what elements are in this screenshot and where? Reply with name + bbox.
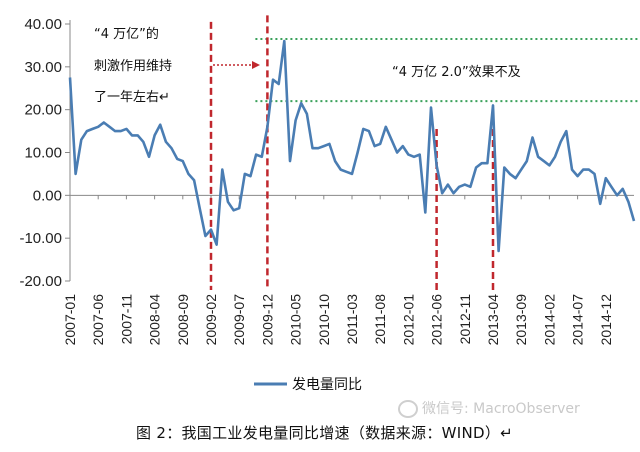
legend: 发电量同比 (254, 377, 362, 393)
x-tick-label: 2007-06 (90, 294, 106, 346)
y-tick-label: 10.00 (24, 145, 62, 162)
x-tick-label: 2011-08 (372, 294, 388, 345)
x-tick-label: 2007-01 (62, 294, 78, 346)
legend-label: 发电量同比 (292, 377, 362, 393)
annotation-line-2: 刺激作用维持 (94, 59, 172, 74)
wechat-icon (398, 400, 418, 418)
x-tick-label: 2011-03 (344, 294, 360, 345)
watermark-text: 微信号: MacroObserver (422, 401, 580, 417)
x-tick-label: 2009-02 (203, 294, 219, 346)
x-tick-label: 2012-06 (429, 294, 445, 346)
x-tick-label: 2013-04 (485, 294, 501, 346)
y-tick-label: -20.00 (19, 273, 62, 290)
x-tick-label: 2010-05 (288, 294, 304, 346)
x-tick-label: 2014-02 (541, 294, 557, 346)
watermark: 微信号: MacroObserver (398, 398, 580, 418)
x-tick-label: 2009-07 (231, 294, 247, 346)
y-tick-label: 0.00 (33, 187, 62, 204)
annotations: “4 万亿”的 刺激作用维持 了一年左右↵ “4 万亿 2.0”效果不及 (94, 26, 521, 105)
annotation-2-0: “4 万亿 2.0”效果不及 (392, 65, 521, 80)
x-tick-label: 2013-09 (513, 294, 529, 346)
series (68, 39, 636, 253)
x-tick-label: 2012-11 (457, 294, 473, 345)
y-tick-label: 30.00 (24, 59, 62, 76)
figure-caption: 图 2：我国工业发电量同比增速（数据来源：WIND）↵ (136, 424, 514, 442)
x-tick-label: 2008-04 (147, 294, 163, 346)
y-axis: 40.00 30.00 20.00 10.00 0.00 -10.00 -20.00 (19, 16, 71, 290)
x-tick-label: 2008-09 (175, 294, 191, 346)
annotation-line-1: “4 万亿”的 (94, 26, 159, 42)
annotation-arrow-head (252, 61, 260, 69)
y-tick-label: -10.00 (19, 230, 62, 247)
x-tick-label: 2014-07 (570, 294, 586, 346)
x-tick-label: 2009-12 (259, 294, 275, 346)
x-tick-label: 2007-11 (118, 294, 134, 345)
y-tick-label: 40.00 (24, 16, 62, 33)
y-tick-label: 20.00 (24, 102, 62, 119)
x-tick-label: 2014-12 (598, 294, 614, 346)
x-axis: 2007-01 2007-06 2007-11 2008-04 2008-09 2009-… (62, 194, 634, 346)
x-tick-label: 2012-01 (400, 294, 416, 346)
annotation-line-3: 了一年左右↵ (94, 90, 170, 105)
x-tick-label: 2010-10 (316, 294, 332, 346)
reference-lines (209, 15, 640, 290)
